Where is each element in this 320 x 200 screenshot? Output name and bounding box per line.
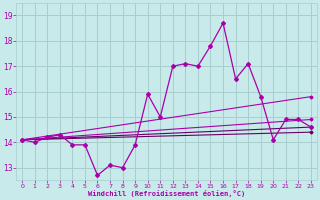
X-axis label: Windchill (Refroidissement éolien,°C): Windchill (Refroidissement éolien,°C) [88, 190, 245, 197]
